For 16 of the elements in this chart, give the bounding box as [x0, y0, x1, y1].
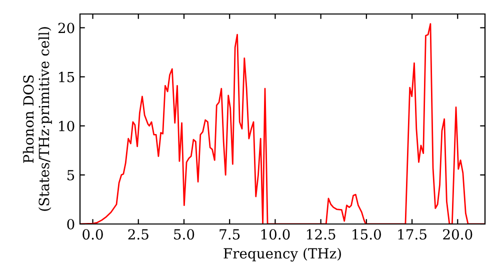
x-tick-label: 7.5 [220, 229, 240, 240]
x-tick-label: 20.0 [443, 229, 472, 240]
x-tick-label: 10.0 [261, 229, 290, 240]
x-axis-title: Frequency (THz) [224, 248, 341, 262]
y-tick-label: 15 [59, 72, 74, 82]
x-tick-label: 5.0 [174, 229, 194, 240]
y-axis-title: Phonon DOS (States/THz·primitive cell) [22, 27, 52, 211]
y-tick-label: 0 [67, 218, 74, 230]
x-tick-label: 15.0 [352, 229, 381, 240]
x-tick-label: 17.5 [398, 229, 426, 240]
x-tick-label: 0.0 [82, 229, 103, 240]
y-tick-label: 5 [67, 170, 74, 180]
y-tick-label: 20 [58, 22, 74, 34]
x-tick-label: 2.5 [128, 229, 148, 240]
x-tick-label: 12.5 [307, 229, 336, 240]
y-tick-label: 10 [59, 120, 74, 132]
